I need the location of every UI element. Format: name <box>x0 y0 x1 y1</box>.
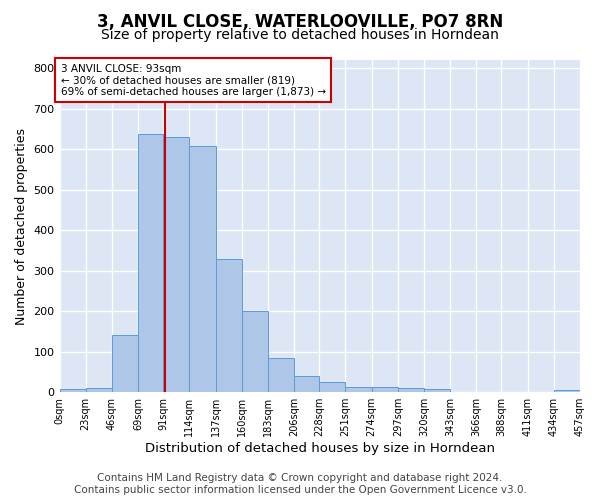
Text: Contains HM Land Registry data © Crown copyright and database right 2024.
Contai: Contains HM Land Registry data © Crown c… <box>74 474 526 495</box>
Bar <box>215 258 242 392</box>
Bar <box>398 388 424 392</box>
X-axis label: Distribution of detached houses by size in Horndean: Distribution of detached houses by size … <box>145 442 495 455</box>
Bar <box>371 388 398 392</box>
Bar <box>138 134 163 392</box>
Bar <box>554 390 580 392</box>
Y-axis label: Number of detached properties: Number of detached properties <box>15 128 28 324</box>
Bar <box>424 388 450 392</box>
Bar <box>163 137 190 392</box>
Bar <box>268 358 294 392</box>
Bar <box>319 382 346 392</box>
Bar <box>294 376 319 392</box>
Text: 3, ANVIL CLOSE, WATERLOOVILLE, PO7 8RN: 3, ANVIL CLOSE, WATERLOOVILLE, PO7 8RN <box>97 12 503 30</box>
Bar <box>346 388 371 392</box>
Bar <box>190 146 215 392</box>
Bar <box>112 336 138 392</box>
Bar <box>242 311 268 392</box>
Text: Size of property relative to detached houses in Horndean: Size of property relative to detached ho… <box>101 28 499 42</box>
Bar <box>86 388 112 392</box>
Text: 3 ANVIL CLOSE: 93sqm
← 30% of detached houses are smaller (819)
69% of semi-deta: 3 ANVIL CLOSE: 93sqm ← 30% of detached h… <box>61 64 326 97</box>
Bar <box>59 390 86 392</box>
